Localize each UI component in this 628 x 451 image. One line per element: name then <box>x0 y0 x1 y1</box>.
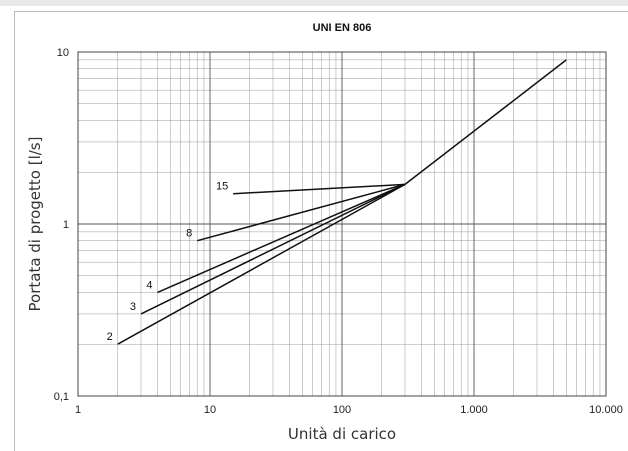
series-label: 3 <box>130 301 136 313</box>
chart-title: UNI EN 806 <box>313 22 372 34</box>
x-tick-label: 1.000 <box>460 404 488 416</box>
chart-panel <box>14 11 628 451</box>
x-tick-label: 100 <box>333 404 351 416</box>
series-line <box>197 183 406 242</box>
y-tick-label: 0,1 <box>54 391 69 403</box>
series-line <box>140 183 406 315</box>
y-tick-label: 10 <box>57 47 69 59</box>
series-line <box>157 183 406 294</box>
major-grid <box>78 52 606 396</box>
top-bar <box>0 0 628 6</box>
series-label: 15 <box>216 181 228 193</box>
x-axis-label: Unità di carico <box>288 425 396 443</box>
x-tick-label: 10 <box>204 404 216 416</box>
y-tick-label: 1 <box>63 219 69 231</box>
series-layer: 2 34 8 15 <box>107 59 567 345</box>
plot-frame <box>77 51 607 397</box>
x-tick-label: 10.000 <box>589 404 623 416</box>
x-tick-label: 1 <box>75 404 81 416</box>
series-line <box>404 59 567 185</box>
series-label: 2 <box>107 331 113 343</box>
series-label: 8 <box>186 228 192 240</box>
y-tick-labels: 0,1 1 10 <box>54 47 69 403</box>
series-line <box>117 183 406 345</box>
y-axis-label: Portata di progetto [l/s] <box>26 137 44 312</box>
series-label: 4 <box>146 279 152 291</box>
x-tick-labels: 1 10 100 1.000 10.000 <box>75 404 623 416</box>
series-line <box>233 183 406 195</box>
